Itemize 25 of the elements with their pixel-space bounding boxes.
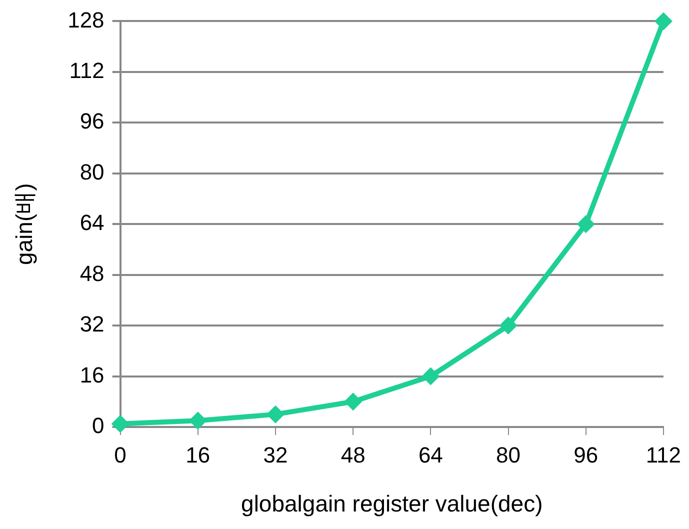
point [344,392,362,411]
y-tick-label: 0 [92,413,104,438]
x-tick-label: 16 [186,442,210,468]
point [654,12,672,30]
y-tick-label: 48 [80,260,104,286]
x-tick-label: 80 [496,442,521,468]
y-tick-label: 64 [80,210,104,236]
x-tick-label: 0 [114,442,126,468]
point [499,316,518,335]
y-tick-label: 128 [68,7,104,32]
x-tick-label: 112 [646,442,681,468]
point [576,215,595,234]
y-tick-label: 80 [80,159,104,184]
x-tick-label: 32 [263,442,288,468]
x-tick-label: 96 [574,442,598,468]
y-axis-title: gain(배) [11,183,38,266]
point [266,405,284,424]
y-tick-label: 96 [80,108,104,134]
y-tick-label: 112 [69,58,104,83]
x-axis-title: globalgain register value(dec) [241,490,543,517]
y-tick-label: 32 [80,312,104,337]
x-tick-label: 64 [418,442,443,468]
x-tick-label: 48 [340,442,366,468]
y-tick-label: 16 [80,362,104,388]
point [422,367,440,386]
